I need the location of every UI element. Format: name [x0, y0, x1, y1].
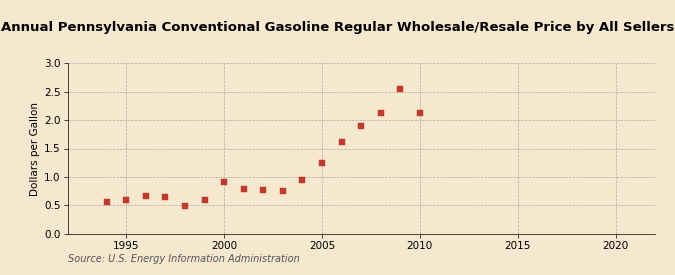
Text: Annual Pennsylvania Conventional Gasoline Regular Wholesale/Resale Price by All : Annual Pennsylvania Conventional Gasolin…	[1, 21, 674, 34]
Text: Source: U.S. Energy Information Administration: Source: U.S. Energy Information Administ…	[68, 254, 299, 264]
Y-axis label: Dollars per Gallon: Dollars per Gallon	[30, 101, 40, 196]
